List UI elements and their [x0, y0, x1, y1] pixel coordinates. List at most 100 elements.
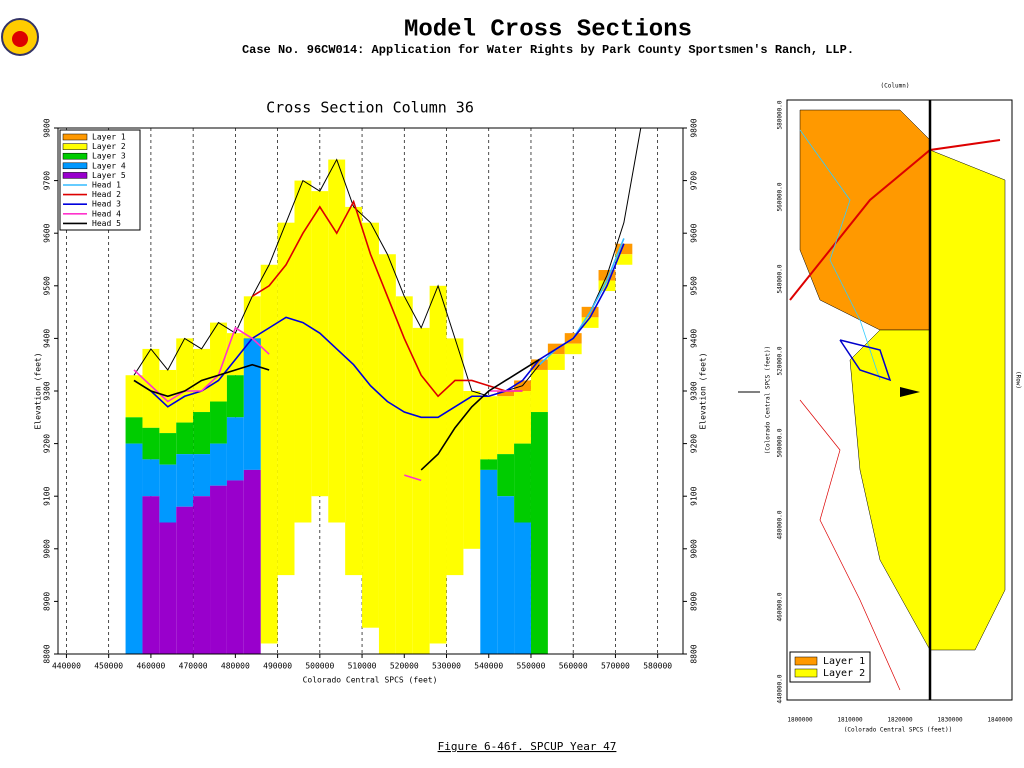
map-y-label: (Colorado Central SPCS (feet))	[765, 346, 772, 454]
layer-cell	[226, 375, 244, 418]
layer-cell	[547, 354, 565, 370]
legend-label: Head 2	[92, 190, 121, 199]
layer-cell	[159, 522, 177, 654]
y2-axis-label: Elevation (feet)	[699, 352, 708, 429]
map-y-tick-label: 440000.0	[777, 674, 784, 703]
layer-cell	[210, 485, 227, 654]
head-line	[404, 474, 422, 482]
layer-cell	[226, 480, 244, 654]
layer-cell	[564, 343, 582, 355]
layer-cell	[480, 459, 498, 470]
page-subtitle: Case No. 96CW014: Application for Water …	[242, 43, 854, 57]
layer-cell	[277, 222, 295, 576]
layer-cell	[615, 243, 633, 255]
y-tick-label: 9000	[43, 539, 52, 558]
y2-tick-label: 9400	[690, 329, 699, 348]
x-tick-label: 450000	[94, 662, 123, 671]
x-axis-label: Colorado Central SPCS (feet)	[303, 676, 438, 685]
map-road	[799, 399, 901, 691]
head-line	[133, 326, 270, 403]
x-tick-label: 560000	[559, 662, 588, 671]
layer-cell	[210, 401, 227, 444]
layer-cell	[193, 454, 211, 497]
layer-cell	[497, 454, 515, 497]
y-tick-label: 9600	[43, 223, 52, 242]
map-x-tick-label: 1810000	[837, 717, 863, 724]
y-tick-label: 9700	[43, 171, 52, 190]
layer-cell	[463, 391, 481, 549]
layer-cell	[193, 412, 211, 455]
map-x-label: (Colorado Central SPCS (feet))	[844, 727, 952, 734]
layer-cell	[159, 433, 177, 465]
legend-swatch	[62, 162, 88, 170]
layer-cell	[125, 443, 143, 654]
map-stream	[799, 129, 881, 381]
y-tick-label: 8900	[43, 592, 52, 611]
y-tick-label: 9400	[43, 329, 52, 348]
layer-cell	[125, 417, 143, 444]
x-tick-label: 460000	[136, 662, 165, 671]
y2-tick-label: 9300	[690, 381, 699, 400]
map-road	[789, 139, 1001, 301]
page-title: Model Cross Sections	[404, 16, 692, 43]
layer-cell	[142, 459, 160, 497]
y2-tick-label: 9500	[690, 276, 699, 295]
x-tick-label: 510000	[348, 662, 377, 671]
layer-cell	[159, 464, 177, 523]
map-legend-label: Layer 1	[823, 656, 865, 667]
legend-label: Head 4	[92, 209, 121, 218]
y2-tick-label: 9700	[690, 171, 699, 190]
map-y-tick-label: 460000.0	[777, 592, 784, 621]
layer-cell	[514, 443, 531, 523]
map-x-tick-label: 1840000	[987, 717, 1013, 724]
y-tick-label: 9200	[43, 434, 52, 453]
y2-tick-label: 9000	[690, 539, 699, 558]
layer-cell	[260, 264, 278, 644]
legend-swatch	[62, 172, 88, 179]
x-tick-label: 540000	[474, 662, 503, 671]
layer-cell	[429, 285, 447, 644]
legend-label: Layer 4	[92, 161, 126, 170]
y2-tick-label: 9600	[690, 223, 699, 242]
layer-cell	[362, 222, 379, 628]
map-y-tick-label: 480000.0	[777, 510, 784, 539]
layer-cell	[142, 348, 160, 428]
layer-cell	[480, 396, 498, 460]
layer-cell	[176, 422, 194, 455]
x-tick-label: 550000	[517, 662, 546, 671]
layer-cell	[530, 369, 548, 413]
x-tick-label: 490000	[263, 662, 292, 671]
y2-tick-label: 9200	[690, 434, 699, 453]
logo-apple	[12, 31, 28, 47]
layer-cell	[480, 469, 498, 654]
legend-label: Head 3	[92, 200, 121, 209]
layer-cell	[193, 496, 211, 654]
layer-cell	[142, 496, 160, 654]
x-tick-label: 440000	[52, 662, 81, 671]
layer-cell	[328, 159, 346, 523]
layer-cell	[514, 522, 531, 654]
x-tick-label: 580000	[643, 662, 672, 671]
y-axis-label: Elevation (feet)	[34, 352, 43, 429]
legend-label: Head 1	[92, 181, 121, 190]
head-line	[251, 199, 523, 398]
y2-tick-label: 8800	[690, 644, 699, 663]
map-panel: (Column) (Row) (Colorado Central SPCS (f…	[738, 83, 1022, 734]
map-legend-swatch	[794, 656, 818, 666]
x-tick-label: 470000	[179, 662, 208, 671]
layer-cell	[125, 375, 143, 418]
layer-cell	[176, 506, 194, 654]
layer-cell	[311, 191, 329, 497]
layer-cell	[226, 417, 244, 481]
legend-swatch	[62, 133, 88, 141]
map-y-tick-label: 580000.0	[777, 100, 784, 129]
map-x-tick-label: 1820000	[887, 717, 913, 724]
x-tick-label: 520000	[390, 662, 419, 671]
map-y-tick-label: 560000.0	[777, 182, 784, 211]
y-tick-label: 9300	[43, 381, 52, 400]
figure-caption: Figure 6-46f. SPCUP Year 47	[438, 740, 617, 753]
x-tick-label: 500000	[305, 662, 334, 671]
map-legend-label: Layer 2	[823, 668, 865, 679]
legend-label: Layer 2	[92, 142, 126, 151]
